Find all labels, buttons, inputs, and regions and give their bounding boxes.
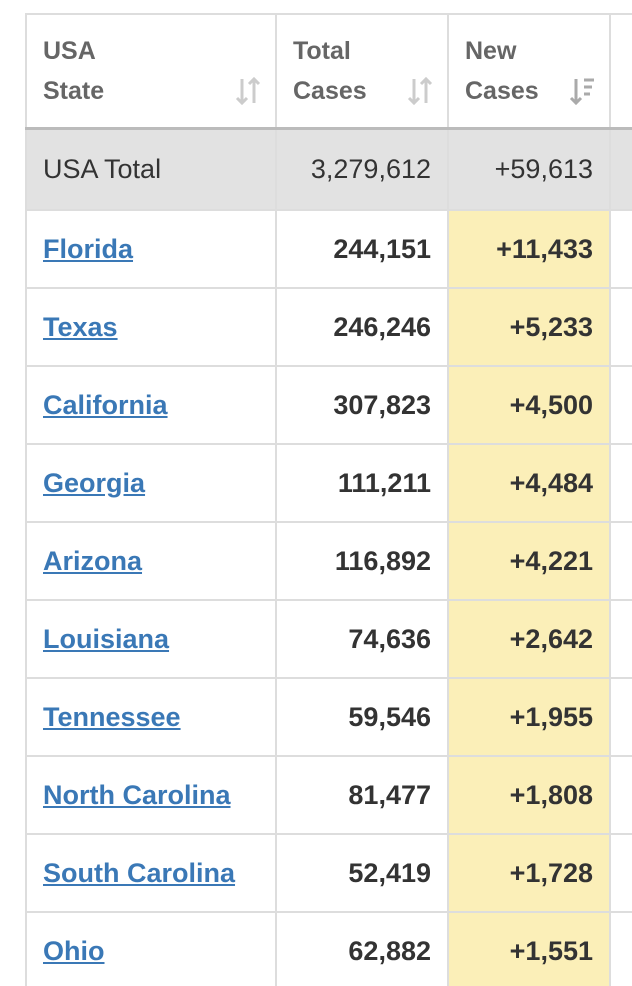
- sort-icon: [569, 78, 594, 105]
- state-cell: Tennessee: [25, 677, 277, 757]
- state-link[interactable]: North Carolina: [43, 779, 231, 810]
- new-cases-cell: +4,484: [447, 443, 611, 523]
- header-cell[interactable]: Total Cases: [275, 13, 449, 130]
- header-cell[interactable]: [609, 13, 632, 130]
- total-cases-cell: 307,823: [275, 365, 449, 445]
- total-cases-cell: 244,151: [275, 209, 449, 289]
- new-cases-cell: +2,642: [447, 599, 611, 679]
- extra-cell: [609, 599, 632, 679]
- total-row: USA Total 3,279,612 +59,613: [25, 127, 632, 211]
- extra-cell: [609, 365, 632, 445]
- state-link[interactable]: Ohio: [43, 935, 105, 966]
- total-cases-cell: 3,279,612: [275, 127, 449, 211]
- state-row: Arizona 116,892 +4,221: [25, 521, 632, 601]
- state-row: North Carolina 81,477 +1,808: [25, 755, 632, 835]
- state-cell: Ohio: [25, 911, 277, 986]
- new-cases-cell: +1,551: [447, 911, 611, 986]
- state-row: Tennessee 59,546 +1,955: [25, 677, 632, 757]
- total-cases-cell: 74,636: [275, 599, 449, 679]
- total-cases-cell: 52,419: [275, 833, 449, 913]
- state-link[interactable]: Louisiana: [43, 623, 170, 654]
- sort-icon: [407, 76, 433, 105]
- header-line: New: [465, 36, 517, 65]
- total-cases-cell: 59,546: [275, 677, 449, 757]
- new-cases-cell: +59,613: [447, 127, 611, 211]
- total-cases-cell: 111,211: [275, 443, 449, 523]
- extra-cell: [609, 127, 632, 211]
- extra-cell: [609, 521, 632, 601]
- extra-cell: [609, 677, 632, 757]
- header-cell[interactable]: New Cases: [447, 13, 611, 130]
- new-cases-cell: +1,808: [447, 755, 611, 835]
- header-line: USA: [43, 36, 96, 65]
- total-cases-cell: 116,892: [275, 521, 449, 601]
- header-line: Cases: [293, 76, 367, 105]
- state-row: South Carolina 52,419 +1,728: [25, 833, 632, 913]
- state-cell: California: [25, 365, 277, 445]
- state-row: Florida 244,151 +11,433: [25, 209, 632, 289]
- new-cases-cell: +4,221: [447, 521, 611, 601]
- state-link[interactable]: South Carolina: [43, 857, 236, 888]
- extra-cell: [609, 755, 632, 835]
- sort-icon: [235, 76, 261, 105]
- state-link[interactable]: Georgia: [43, 467, 146, 498]
- new-cases-cell: +1,955: [447, 677, 611, 757]
- header-cell[interactable]: USA State: [25, 13, 277, 130]
- state-row: Georgia 111,211 +4,484: [25, 443, 632, 523]
- total-cases-cell: 62,882: [275, 911, 449, 986]
- state-row: California 307,823 +4,500: [25, 365, 632, 445]
- table-container: USA State Total Cases New Cases USA Total 3,…: [25, 13, 632, 986]
- state-cell: North Carolina: [25, 755, 277, 835]
- extra-cell: [609, 443, 632, 523]
- new-cases-cell: +5,233: [447, 287, 611, 367]
- state-cell: Florida: [25, 209, 277, 289]
- header-row: USA State Total Cases New Cases: [25, 13, 632, 130]
- state-cell: Georgia: [25, 443, 277, 523]
- state-cell: Texas: [25, 287, 277, 367]
- state-row: Texas 246,246 +5,233: [25, 287, 632, 367]
- state-cell: Louisiana: [25, 599, 277, 679]
- state-link[interactable]: Florida: [43, 233, 134, 264]
- state-cell: Arizona: [25, 521, 277, 601]
- new-cases-cell: +1,728: [447, 833, 611, 913]
- state-row: Louisiana 74,636 +2,642: [25, 599, 632, 679]
- total-cases-cell: 81,477: [275, 755, 449, 835]
- state-link[interactable]: California: [43, 389, 168, 420]
- total-cases-cell: 246,246: [275, 287, 449, 367]
- header-line: State: [43, 76, 105, 105]
- table-body: USA Total 3,279,612 +59,613 Florida 244,151 +…: [25, 127, 632, 986]
- header-line: Cases: [465, 76, 539, 105]
- extra-cell: [609, 209, 632, 289]
- extra-cell: [609, 287, 632, 367]
- state-link[interactable]: Texas: [43, 311, 118, 342]
- state-link[interactable]: Tennessee: [43, 701, 181, 732]
- state-cell: South Carolina: [25, 833, 277, 913]
- new-cases-cell: +4,500: [447, 365, 611, 445]
- state-cell: USA Total: [25, 127, 277, 211]
- state-link[interactable]: Arizona: [43, 545, 143, 576]
- header-line: Total: [293, 36, 351, 65]
- extra-cell: [609, 833, 632, 913]
- cases-table: USA State Total Cases New Cases USA Total 3,…: [25, 13, 632, 986]
- state-row: Ohio 62,882 +1,551: [25, 911, 632, 986]
- extra-cell: [609, 911, 632, 986]
- new-cases-cell: +11,433: [447, 209, 611, 289]
